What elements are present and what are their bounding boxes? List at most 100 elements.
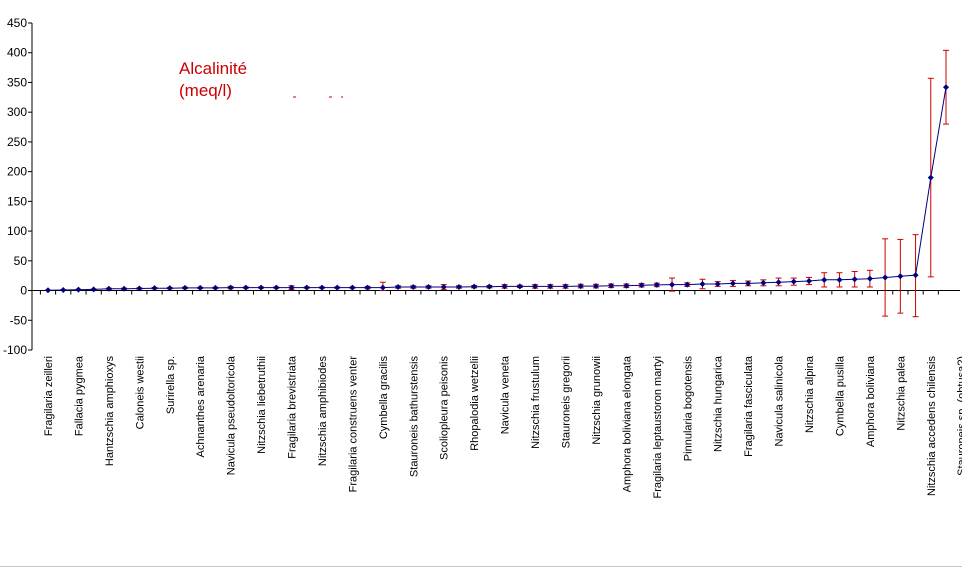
x-tick-label: Fallacia pygmea: [73, 355, 85, 436]
data-point: [334, 284, 341, 291]
data-point: [105, 285, 112, 292]
data-point: [425, 283, 432, 290]
x-tick-label: Amphora boliviana: [865, 355, 877, 447]
x-tick-label: Stauroneis sp. (obtusa?): [956, 356, 962, 476]
data-point: [303, 284, 310, 291]
data-point: [790, 278, 797, 285]
chart-title-line: (meq/l): [179, 81, 232, 100]
data-point: [745, 280, 752, 287]
data-point: [760, 279, 767, 286]
data-point: [166, 285, 173, 292]
data-point: [684, 281, 691, 288]
data-point: [410, 283, 417, 290]
data-point: [882, 274, 889, 281]
data-point: [349, 284, 356, 291]
data-point: [775, 279, 782, 286]
x-tick-label: Fragilaria zeilleri: [43, 356, 55, 436]
y-tick-labels: -100 -50 0 50 100 150 200 250 300 350 400 450: [3, 16, 27, 357]
x-tick-label: Navicula salinicola: [774, 355, 786, 446]
x-tick-label: Cymbella gracilis: [378, 356, 390, 440]
x-tick-label: Amphora boliviana elongata: [621, 355, 633, 492]
x-tick-label: Nitzschia alpina: [804, 355, 816, 433]
data-point: [273, 284, 280, 291]
data-point: [364, 284, 371, 291]
y-tick-label: 150: [7, 194, 27, 208]
y-tick-label: 350: [7, 75, 27, 89]
data-point: [851, 276, 858, 283]
y-tick-label: 250: [7, 135, 27, 149]
data-point: [866, 275, 873, 282]
x-tick-label: Hantzschia amphioxys: [104, 356, 116, 467]
x-tick-label: Fragilaria construens venter: [347, 356, 359, 493]
data-point: [714, 281, 721, 288]
x-tick-label: Nitzschia accedens chilensis: [926, 356, 938, 497]
data-point: [60, 286, 67, 293]
series-polyline: [47, 87, 947, 291]
data-point: [151, 285, 158, 292]
data-point: [471, 283, 478, 290]
data-point: [623, 282, 630, 289]
data-point: [729, 280, 736, 287]
x-tick-label: Fragilaria leptaustoron martyi: [652, 356, 664, 498]
data-points: [45, 84, 949, 294]
y-tick-label: -100: [3, 343, 27, 357]
x-tick-label: Navicula veneta: [500, 355, 512, 434]
x-tick-label: Fragilaria brevistriata: [287, 355, 299, 459]
data-point: [318, 284, 325, 291]
data-point: [136, 285, 143, 292]
data-point: [577, 283, 584, 290]
data-point: [45, 287, 51, 294]
data-point: [836, 276, 843, 283]
x-tick-label: Nitzschia liebetruthii: [256, 356, 268, 454]
data-point: [288, 284, 295, 291]
data-point: [440, 283, 447, 290]
x-tick-label: Navicula pseudoltoricola: [226, 355, 238, 475]
x-tick-label: Nitzschia amphibiodes: [317, 356, 329, 467]
data-point: [653, 281, 660, 288]
chart-title-line: Alcalinité: [179, 59, 247, 78]
data-point: [242, 284, 249, 291]
data-point: [258, 284, 265, 291]
data-point: [912, 272, 919, 279]
data-point: [532, 283, 539, 290]
data-point: [608, 282, 615, 289]
data-point: [75, 286, 82, 293]
data-point: [927, 174, 934, 181]
chart-title: Alcalinité (meq/l): [179, 59, 247, 100]
data-point: [379, 284, 386, 291]
x-axis: [32, 290, 960, 295]
x-tick-label: Stauroneis gregorii: [560, 356, 572, 448]
data-point: [197, 284, 204, 291]
data-point: [212, 284, 219, 291]
series-line: [47, 87, 947, 291]
data-point: [486, 283, 493, 290]
data-point: [897, 273, 904, 280]
data-point: [592, 283, 599, 290]
x-tick-label: Nitzschia hungarica: [713, 355, 725, 452]
data-point: [516, 283, 523, 290]
x-tick-label: Pinnularia bogotensis: [682, 356, 694, 462]
data-point: [699, 281, 706, 288]
data-point: [121, 285, 128, 292]
data-point: [547, 283, 554, 290]
x-tick-label: Surirella sp.: [165, 356, 177, 414]
x-tick-label: Fragilaria fasciculata: [743, 355, 755, 457]
y-tick-label: 450: [7, 16, 27, 30]
data-point: [806, 278, 813, 285]
data-point: [90, 286, 97, 293]
data-point: [638, 282, 645, 289]
data-point: [821, 276, 828, 283]
x-tick-labels: Fragilaria zeilleri Fallacia pygmea Hantzs…: [43, 355, 962, 498]
x-tick-label: Stauroneis bathurstensis: [408, 356, 420, 478]
y-tick-label: 200: [7, 165, 27, 179]
data-point: [943, 84, 949, 91]
x-tick-label: Achnanthes arenaria: [195, 355, 207, 457]
data-point: [455, 283, 462, 290]
data-point: [562, 283, 569, 290]
data-point: [181, 284, 188, 291]
x-tick-label: Nitzschia grunowii: [591, 356, 603, 445]
data-point: [395, 283, 402, 290]
y-axis: [28, 22, 33, 351]
x-tick-label: Rhopalodia wetzelii: [469, 356, 481, 451]
